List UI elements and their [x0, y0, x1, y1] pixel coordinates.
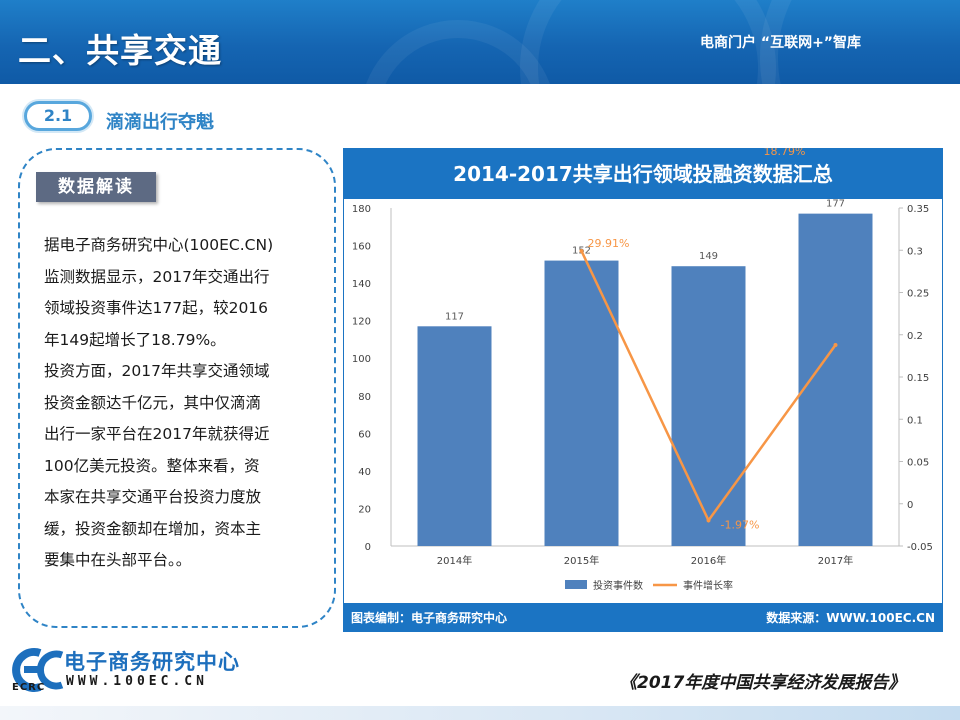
- section-title: 滴滴出行夺魁: [106, 112, 214, 133]
- interpretation-line: 本家在共享交通平台投资力度放: [44, 488, 262, 506]
- bar: [417, 326, 492, 546]
- ecrc-logo-icon: [12, 648, 64, 692]
- legend-line-label: 事件增长率: [683, 579, 733, 592]
- interpretation-line: 领域投资事件达177起，较2016: [44, 299, 269, 317]
- ecrc-logo: [10, 645, 270, 705]
- chart-footer-band: [344, 603, 942, 631]
- left-tick-label: 120: [352, 317, 371, 328]
- left-tick-label: 60: [358, 429, 371, 440]
- combo-chart: 2014-2017共享出行领域投融资数据汇总 0 20 40 60 80 100 120 14…: [343, 148, 943, 632]
- bar-value-label: 149: [699, 251, 718, 262]
- logo-website: WWW.100EC.CN: [66, 674, 208, 689]
- footer-band: [0, 706, 960, 720]
- left-tick-label: 20: [358, 504, 371, 515]
- interpretation-line: 监测数据显示，2017年交通出行: [44, 267, 270, 286]
- left-tick-label: 180: [352, 204, 371, 215]
- report-name: 《2017年度中国共享经济发展报告》: [620, 673, 906, 693]
- interpretation-line: 据电子商务研究中心(100EC.CN): [44, 236, 274, 254]
- x-tick-label: 2016年: [691, 554, 726, 567]
- logo-chinese-name: 电子商务研究中心: [64, 650, 240, 674]
- interpretation-text: 据电子商务研究中心(100EC.CN) 监测数据显示，2017年交通出行 领域投资事…: [44, 230, 324, 577]
- bar-value-label: 177: [826, 199, 845, 210]
- right-tick-label: 0.1: [907, 415, 923, 426]
- legend-bar-label: 投资事件数: [593, 579, 643, 592]
- interpretation-box: [18, 148, 336, 628]
- bar: [671, 266, 746, 546]
- right-tick-label: 0.15: [907, 373, 929, 384]
- x-tick-label: 2015年: [564, 554, 599, 567]
- slide-title: 二、共享交通: [18, 31, 222, 70]
- left-tick-label: 40: [358, 467, 371, 478]
- interpretation-line: 投资方面，2017年共享交通领域: [44, 362, 270, 380]
- right-tick-label: 0.3: [907, 246, 923, 257]
- right-tick-label: 0.35: [907, 204, 929, 215]
- bar: [544, 260, 619, 546]
- interpretation-line: 出行一家平台在2017年就获得近: [44, 425, 270, 443]
- interpretation-line: 缓，投资金额却在增加，资本主: [44, 519, 262, 538]
- interpretation-line: 要集中在头部平台。。: [44, 551, 192, 569]
- header-band: 二、共享交通 电商门户 “互联网+”智库: [0, 0, 960, 84]
- chart-title: 2014-2017共享出行领域投融资数据汇总: [453, 162, 833, 186]
- bar-value-label: 117: [445, 311, 464, 322]
- x-tick-label: 2014年: [437, 554, 472, 567]
- left-tick-label: 160: [352, 242, 371, 253]
- x-tick-label: 2017年: [818, 554, 853, 567]
- chart-panel: 2014-2017共享出行领域投融资数据汇总 0 20 40 60 80 100 120 14…: [343, 148, 943, 632]
- growth-rate-label: -1.97%: [721, 518, 760, 531]
- growth-rate-label: 29.91%: [588, 237, 630, 250]
- chart-footer-left: 图表编制：电子商务研究中心: [351, 610, 507, 625]
- right-tick-label: 0: [907, 500, 913, 511]
- growth-rate-point: [579, 249, 584, 254]
- legend-bar-swatch: [565, 580, 587, 589]
- chart-title-band: [344, 149, 942, 199]
- chart-footer-right: 数据来源：WWW.100EC.CN: [766, 610, 935, 625]
- growth-rate-point: [706, 518, 711, 523]
- left-tick-label: 140: [352, 279, 371, 290]
- right-tick-label: 0.05: [907, 458, 929, 469]
- right-tick-label: 0.25: [907, 289, 929, 300]
- interpretation-tab: 数据解读: [36, 172, 156, 202]
- logo-abbreviation: ECRC: [12, 682, 46, 693]
- left-tick-label: 80: [358, 392, 371, 403]
- left-tick-label: 0: [365, 542, 371, 553]
- interpretation-line: 投资金额达千亿元，其中仅滴滴: [44, 393, 262, 412]
- growth-rate-label: 18.79%: [764, 148, 806, 158]
- right-tick-label: 0.2: [907, 331, 923, 342]
- growth-rate-point: [833, 342, 838, 347]
- section-number-badge: 2.1: [24, 101, 92, 131]
- right-tick-label: -0.05: [907, 542, 933, 553]
- interpretation-line: 100亿美元投资。整体来看，资: [44, 456, 260, 475]
- brand-tag: 电商门户 “互联网+”智库: [700, 35, 862, 51]
- interpretation-line: 年149起增长了18.79%。: [44, 330, 226, 349]
- left-tick-label: 100: [352, 354, 371, 365]
